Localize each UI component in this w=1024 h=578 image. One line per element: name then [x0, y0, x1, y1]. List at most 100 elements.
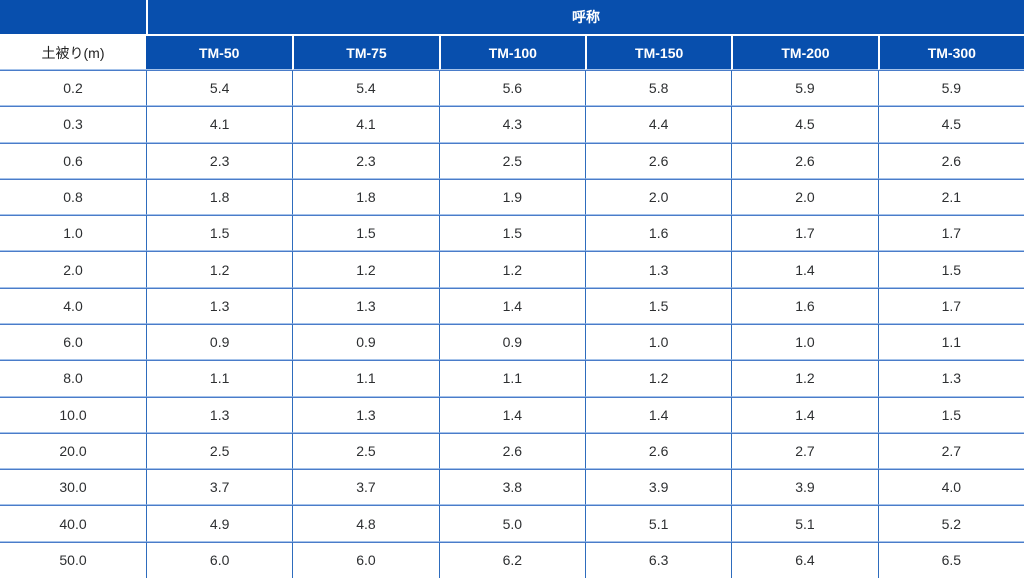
column-header-row: 土被り(m) TM-50 TM-75 TM-100 TM-150 TM-200 … [0, 36, 1024, 70]
value-cell: 2.7 [731, 432, 878, 470]
column-header-tm300: TM-300 [877, 36, 1024, 70]
value-cell: 4.9 [146, 505, 293, 542]
value-cell: 3.7 [292, 469, 439, 506]
value-cell: 2.1 [877, 178, 1024, 216]
value-cell: 3.8 [438, 469, 585, 506]
value-cell: 2.0 [731, 178, 878, 216]
value-cell: 6.4 [731, 541, 878, 578]
table-row: 40.0 4.9 4.8 5.0 5.1 5.1 5.2 [0, 505, 1024, 542]
value-cell: 2.5 [292, 432, 439, 470]
table-row: 8.0 1.1 1.1 1.1 1.2 1.2 1.3 [0, 360, 1024, 397]
value-cell: 2.7 [877, 432, 1024, 470]
group-header-row: 呼称 [0, 0, 1024, 36]
value-cell: 1.8 [146, 178, 293, 216]
value-cell: 2.3 [146, 142, 293, 179]
value-cell: 5.9 [731, 70, 878, 107]
column-header-tm200: TM-200 [731, 36, 878, 70]
value-cell: 2.6 [584, 142, 732, 179]
table-row: 2.0 1.2 1.2 1.2 1.3 1.4 1.5 [0, 251, 1024, 288]
value-cell: 1.4 [731, 251, 878, 288]
row-depth-cell: 0.3 [0, 106, 146, 143]
value-cell: 1.4 [438, 287, 585, 324]
value-cell: 6.0 [292, 541, 439, 578]
value-cell: 1.6 [584, 215, 732, 252]
table-header: 呼称 土被り(m) TM-50 TM-75 TM-100 TM-150 TM-2… [0, 0, 1024, 70]
value-cell: 4.3 [438, 106, 585, 143]
table-row: 10.0 1.3 1.3 1.4 1.4 1.4 1.5 [0, 396, 1024, 433]
value-cell: 5.8 [584, 70, 732, 107]
value-cell: 5.0 [438, 505, 585, 542]
table-row: 0.3 4.1 4.1 4.3 4.4 4.5 4.5 [0, 106, 1024, 143]
value-cell: 2.3 [292, 142, 439, 179]
group-header-cell: 呼称 [146, 0, 1024, 36]
value-cell: 1.5 [438, 215, 585, 252]
value-cell: 1.7 [877, 287, 1024, 324]
value-cell: 0.9 [146, 323, 293, 361]
value-cell: 1.2 [146, 251, 293, 288]
value-cell: 4.5 [877, 106, 1024, 143]
value-cell: 1.2 [731, 360, 878, 397]
value-cell: 4.0 [877, 469, 1024, 506]
value-cell: 1.1 [146, 360, 293, 397]
row-depth-cell: 6.0 [0, 323, 146, 361]
value-cell: 5.2 [877, 505, 1024, 542]
table-row: 0.8 1.8 1.8 1.9 2.0 2.0 2.1 [0, 178, 1024, 216]
row-depth-cell: 1.0 [0, 215, 146, 252]
value-cell: 6.0 [146, 541, 293, 578]
value-cell: 3.7 [146, 469, 293, 506]
value-cell: 1.1 [292, 360, 439, 397]
value-cell: 1.9 [438, 178, 585, 216]
value-cell: 1.5 [877, 396, 1024, 433]
value-cell: 2.6 [584, 432, 732, 470]
row-header-label: 土被り(m) [0, 36, 146, 70]
value-cell: 1.5 [146, 215, 293, 252]
value-cell: 1.3 [146, 396, 293, 433]
row-depth-cell: 2.0 [0, 251, 146, 288]
value-cell: 1.3 [292, 287, 439, 324]
corner-cell [0, 0, 146, 36]
value-cell: 4.1 [146, 106, 293, 143]
value-cell: 1.5 [584, 287, 732, 324]
value-cell: 4.8 [292, 505, 439, 542]
value-cell: 1.0 [731, 323, 878, 361]
value-cell: 1.6 [731, 287, 878, 324]
value-cell: 2.6 [731, 142, 878, 179]
row-depth-cell: 20.0 [0, 432, 146, 470]
row-depth-cell: 8.0 [0, 360, 146, 397]
value-cell: 6.2 [438, 541, 585, 578]
column-header-tm75: TM-75 [292, 36, 439, 70]
value-cell: 4.4 [584, 106, 732, 143]
value-cell: 5.9 [877, 70, 1024, 107]
table-row: 50.0 6.0 6.0 6.2 6.3 6.4 6.5 [0, 541, 1024, 578]
value-cell: 1.7 [731, 215, 878, 252]
value-cell: 1.5 [292, 215, 439, 252]
value-cell: 5.4 [146, 70, 293, 107]
value-cell: 1.4 [731, 396, 878, 433]
value-cell: 1.3 [292, 396, 439, 433]
row-depth-cell: 50.0 [0, 541, 146, 578]
table-row: 1.0 1.5 1.5 1.5 1.6 1.7 1.7 [0, 215, 1024, 252]
value-cell: 4.1 [292, 106, 439, 143]
value-cell: 1.2 [292, 251, 439, 288]
row-depth-cell: 0.8 [0, 178, 146, 216]
value-cell: 1.0 [584, 323, 732, 361]
value-cell: 5.1 [731, 505, 878, 542]
value-cell: 0.9 [292, 323, 439, 361]
value-cell: 2.0 [584, 178, 732, 216]
value-cell: 3.9 [731, 469, 878, 506]
value-cell: 0.9 [438, 323, 585, 361]
value-cell: 6.5 [877, 541, 1024, 578]
value-cell: 1.1 [877, 323, 1024, 361]
value-cell: 1.7 [877, 215, 1024, 252]
row-depth-cell: 40.0 [0, 505, 146, 542]
value-cell: 5.4 [292, 70, 439, 107]
table-row: 6.0 0.9 0.9 0.9 1.0 1.0 1.1 [0, 323, 1024, 361]
value-cell: 1.4 [584, 396, 732, 433]
value-cell: 1.3 [146, 287, 293, 324]
column-header-tm100: TM-100 [438, 36, 585, 70]
table-row: 0.2 5.4 5.4 5.6 5.8 5.9 5.9 [0, 70, 1024, 107]
value-cell: 2.5 [146, 432, 293, 470]
row-depth-cell: 10.0 [0, 396, 146, 433]
table-body: 0.2 5.4 5.4 5.6 5.8 5.9 5.9 0.3 4.1 4.1 4.3 4.4 4.5 4… [0, 70, 1024, 578]
